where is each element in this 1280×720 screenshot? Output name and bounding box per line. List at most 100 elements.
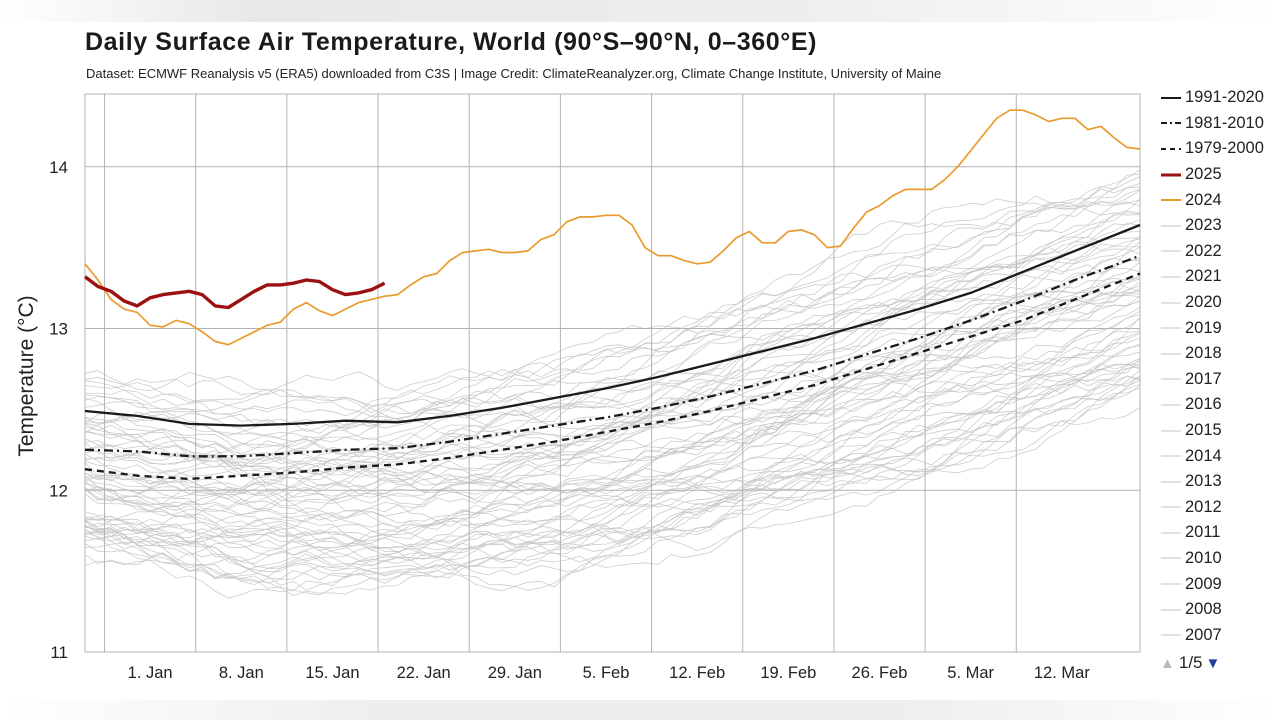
legend-label: 2021	[1185, 267, 1222, 286]
x-tick-label: 29. Jan	[488, 664, 542, 682]
pager-down-arrow-icon[interactable]: ▼	[1205, 654, 1221, 672]
x-tick-label: 12. Feb	[669, 664, 725, 682]
background-year-line	[84, 330, 1141, 551]
background-year-line	[84, 375, 1141, 584]
legend-item-2018[interactable]: 2018	[1161, 341, 1279, 367]
background-year-line	[84, 343, 1141, 567]
legend-swatch	[1161, 557, 1181, 560]
legend-label: 2020	[1185, 293, 1222, 312]
background-year-line	[84, 407, 1141, 592]
legend-item-1991-2020[interactable]: 1991-2020	[1161, 85, 1279, 111]
legend-label: 2014	[1185, 446, 1222, 465]
background-year-line	[84, 169, 1141, 413]
legend-item-2020[interactable]: 2020	[1161, 290, 1279, 316]
legend-label: 2025	[1185, 165, 1222, 184]
legend-item-2007[interactable]: 2007	[1161, 622, 1279, 648]
background-year-line	[84, 314, 1141, 522]
legend-label: 2019	[1185, 318, 1222, 337]
x-tick-label: 22. Jan	[397, 664, 451, 682]
legend-swatch	[1161, 199, 1181, 202]
background-year-line	[84, 237, 1141, 473]
series-line-1979-2000	[84, 272, 1141, 481]
background-year-line	[84, 183, 1141, 414]
background-year-line	[84, 176, 1141, 422]
x-tick-label: 15. Jan	[305, 664, 359, 682]
background-year-line	[84, 275, 1141, 497]
legend-item-2025[interactable]: 2025	[1161, 162, 1279, 188]
legend-item-2009[interactable]: 2009	[1161, 571, 1279, 597]
legend: 1991-2020 1981-2010 1979-2000 2025 2024 2023 2…	[1161, 85, 1279, 648]
legend-swatch	[1161, 506, 1181, 508]
background-year-line	[84, 363, 1141, 567]
x-tick-label: 26. Feb	[852, 664, 908, 682]
legend-item-2015[interactable]: 2015	[1161, 418, 1279, 444]
background-year-line	[84, 231, 1141, 460]
legend-swatch	[1161, 122, 1181, 125]
chart-subtitle: Dataset: ECMWF Reanalysis v5 (ERA5) down…	[86, 66, 942, 81]
background-year-line	[84, 259, 1141, 488]
background-year-line	[84, 331, 1141, 530]
pager-up-arrow-icon[interactable]: ▲	[1160, 654, 1175, 672]
background-year-line	[84, 358, 1141, 563]
axis-layer: 11 12 13 14 1. Jan 8. Jan 15. Jan 22. Jan 29. Ja…	[15, 158, 1090, 682]
background-year-line	[84, 375, 1141, 599]
legend-item-2010[interactable]: 2010	[1161, 546, 1279, 572]
x-tick-label: 1. Jan	[128, 664, 173, 682]
legend-item-2016[interactable]: 2016	[1161, 392, 1279, 418]
legend-item-2021[interactable]: 2021	[1161, 264, 1279, 290]
chart-title: Daily Surface Air Temperature, World (90…	[85, 28, 818, 56]
top-edge-shadow	[0, 0, 1280, 22]
background-year-line	[84, 222, 1141, 455]
legend-swatch	[1161, 378, 1181, 380]
background-year-line	[84, 210, 1141, 463]
background-year-line	[84, 235, 1141, 462]
legend-label: 1981-2010	[1185, 113, 1264, 132]
legend-swatch	[1161, 301, 1181, 304]
background-year-line	[84, 300, 1141, 524]
background-year-line	[84, 201, 1141, 441]
legend-label: 2012	[1185, 497, 1222, 516]
background-year-line	[84, 195, 1141, 415]
legend-swatch	[1161, 225, 1181, 227]
series-line-2025	[83, 275, 386, 310]
legend-label: 2007	[1185, 625, 1222, 644]
x-tick-label: 5. Mar	[947, 664, 994, 682]
background-year-line	[84, 285, 1141, 506]
legend-item-2013[interactable]: 2013	[1161, 469, 1279, 495]
background-year-line	[84, 310, 1141, 535]
background-year-line	[84, 351, 1141, 549]
legend-item-2008[interactable]: 2008	[1161, 597, 1279, 623]
grid-layer	[84, 93, 1141, 653]
legend-item-1979-2000[interactable]: 1979-2000	[1161, 136, 1279, 162]
x-tick-label: 5. Feb	[583, 664, 630, 682]
legend-label: 2016	[1185, 395, 1222, 414]
legend-swatch	[1161, 173, 1181, 177]
legend-label: 1991-2020	[1185, 88, 1264, 107]
background-year-line	[84, 246, 1141, 467]
y-tick-label: 14	[49, 158, 68, 177]
legend-item-1981-2010[interactable]: 1981-2010	[1161, 111, 1279, 137]
background-years-layer	[84, 169, 1141, 599]
legend-item-2019[interactable]: 2019	[1161, 315, 1279, 341]
legend-item-2024[interactable]: 2024	[1161, 187, 1279, 213]
legend-label: 2018	[1185, 344, 1222, 363]
series-line-1991-2020	[84, 223, 1141, 427]
x-tick-label: 19. Feb	[760, 664, 816, 682]
legend-label: 2010	[1185, 548, 1222, 567]
background-year-line	[84, 292, 1141, 499]
pager-label: 1/5	[1178, 653, 1203, 672]
background-year-line	[84, 337, 1141, 545]
legend-swatch	[1161, 96, 1181, 99]
legend-item-2022[interactable]: 2022	[1161, 239, 1279, 265]
legend-item-2011[interactable]: 2011	[1161, 520, 1279, 546]
background-year-line	[84, 173, 1141, 417]
legend-item-2023[interactable]: 2023	[1161, 213, 1279, 239]
legend-item-2014[interactable]: 2014	[1161, 443, 1279, 469]
legend-swatch	[1161, 404, 1181, 406]
legend-label: 2015	[1185, 421, 1222, 440]
legend-swatch	[1161, 353, 1181, 355]
x-tick-label: 12. Mar	[1034, 664, 1090, 682]
legend-label: 2024	[1185, 190, 1222, 209]
legend-item-2012[interactable]: 2012	[1161, 495, 1279, 521]
legend-item-2017[interactable]: 2017	[1161, 367, 1279, 393]
